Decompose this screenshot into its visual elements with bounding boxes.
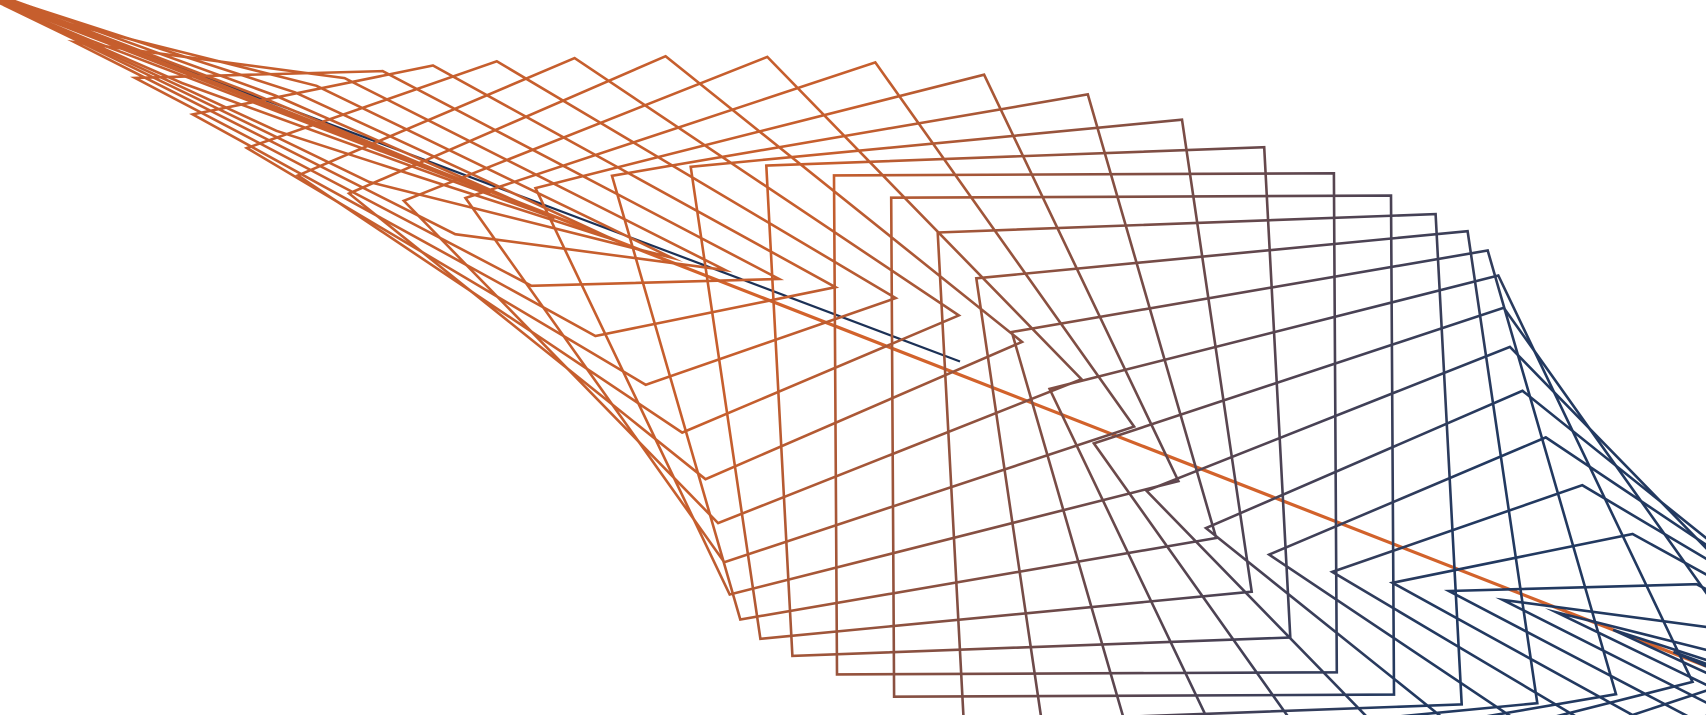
tween-square-23 [1010, 249, 1618, 715]
tween-square-13 [401, 55, 1084, 525]
tween-square-12 [346, 54, 1025, 481]
tween-square-28 [1266, 435, 1706, 715]
tween-square-20 [889, 194, 1396, 699]
tween-square-29 [1329, 483, 1706, 715]
tween-square-27 [1203, 389, 1706, 715]
tween-square-4 [0, 0, 556, 220]
tween-square-22 [974, 229, 1539, 715]
tween-square-17 [689, 118, 1254, 641]
tween-square-11 [295, 56, 962, 435]
tween-square-25 [1091, 306, 1706, 715]
tween-square-14 [463, 60, 1137, 564]
tween-square-30 [1388, 532, 1706, 715]
tween-square-16 [610, 92, 1218, 621]
tween-square-19 [832, 171, 1339, 676]
tween-square-21 [936, 212, 1464, 715]
tween-square-2 [0, 0, 426, 168]
tween-square-31 [1443, 582, 1706, 715]
tween-square-8 [129, 69, 785, 288]
tween-square-32 [1495, 597, 1706, 704]
tween-square-7 [67, 39, 733, 273]
tween-square-10 [243, 59, 899, 387]
tween-square-15 [533, 73, 1181, 597]
tween-square-26 [1144, 345, 1706, 715]
tween-square-24 [1047, 273, 1695, 715]
